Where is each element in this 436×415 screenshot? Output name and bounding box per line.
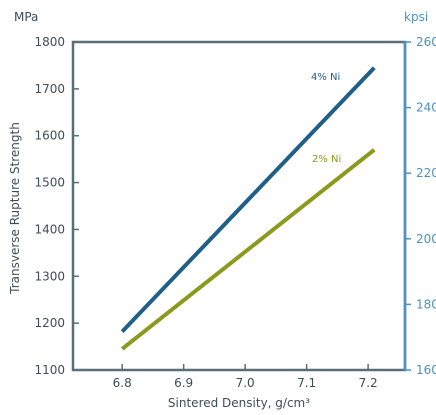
x-tick-label: 7.0 — [236, 376, 255, 390]
series-label-0: 4% Ni — [311, 72, 340, 83]
series-line-1 — [120, 148, 376, 351]
right-axis-unit: kpsi — [404, 10, 428, 24]
y2-tick-label: 200 — [416, 232, 436, 246]
y-tick-label: 1500 — [34, 176, 65, 190]
left-axis-unit: MPa — [14, 10, 38, 24]
y2-tick-label: 180 — [416, 297, 436, 311]
series-line-0 — [120, 66, 376, 333]
x-axis-title: Sintered Density, g/cm³ — [168, 396, 310, 410]
y-tick-label: 1100 — [34, 363, 65, 377]
y-tick-label: 1800 — [34, 35, 65, 49]
series-label-1: 2% Ni — [312, 154, 341, 165]
y-tick-label: 1200 — [34, 316, 65, 330]
y-tick-label: 1600 — [34, 129, 65, 143]
y-tick-label: 1700 — [34, 82, 65, 96]
y-tick-label: 1400 — [34, 222, 65, 236]
x-tick-label: 6.8 — [113, 376, 132, 390]
y2-tick-label: 260 — [416, 35, 436, 49]
x-tick-label: 6.9 — [174, 376, 193, 390]
x-tick-label: 7.1 — [297, 376, 316, 390]
x-tick-label: 7.2 — [359, 376, 378, 390]
y2-tick-label: 240 — [416, 101, 436, 115]
y2-tick-label: 160 — [416, 363, 436, 377]
y-tick-label: 1300 — [34, 269, 65, 283]
y2-tick-label: 220 — [416, 166, 436, 180]
y-axis-title: Transverse Rupture Strength — [8, 122, 22, 295]
plot-frame — [71, 40, 407, 372]
